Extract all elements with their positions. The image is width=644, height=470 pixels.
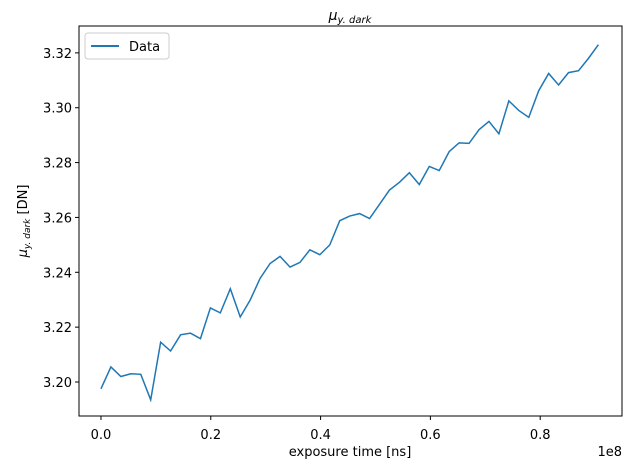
x-tick-label: 0.2: [200, 428, 221, 443]
data-line: [100, 44, 599, 403]
title-main: μ: [328, 8, 338, 24]
y-tick-label: 3.30: [43, 102, 72, 117]
y-tick-label: 3.26: [43, 211, 72, 226]
y-tick-label: 3.28: [43, 157, 72, 172]
plot-frame: [78, 25, 623, 417]
y-tick-label: 3.20: [43, 376, 72, 391]
y-tick-label: 3.32: [43, 47, 72, 62]
chart-title: μy. dark: [328, 8, 373, 26]
y-label-sub: y. dark: [23, 218, 33, 250]
x-tick-label: 0.4: [310, 428, 331, 443]
y-tick-label: 3.22: [43, 321, 72, 336]
y-tick-label: 3.24: [43, 266, 72, 281]
x-axis-label: exposure time [ns]: [289, 445, 412, 460]
x-tick-label: 0.8: [530, 428, 551, 443]
title-sub: y. dark: [337, 15, 373, 26]
x-tick-label: 0.0: [91, 428, 112, 443]
legend-box: [84, 32, 170, 60]
y-label-suffix: [DN]: [16, 185, 31, 219]
x-offset-label: 1e8: [597, 445, 622, 460]
x-tick-label: 0.6: [420, 428, 441, 443]
y-axis-label: μy. dark [DN]: [16, 185, 33, 259]
y-label-main: μ: [16, 249, 31, 258]
legend-label: Data: [129, 40, 160, 55]
